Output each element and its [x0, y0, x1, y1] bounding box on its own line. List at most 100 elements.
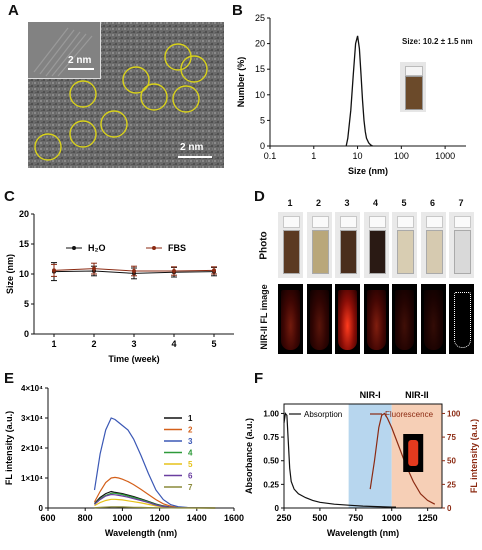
vial-liquid — [405, 76, 423, 110]
y-tick-label: 1.00 — [263, 409, 279, 418]
fl-image — [420, 284, 446, 354]
fl-glow — [395, 290, 414, 350]
particle-circle — [100, 110, 128, 138]
fl-image — [363, 284, 389, 354]
spectral-region — [348, 404, 392, 508]
vial-photo — [363, 212, 389, 278]
vial-cap — [425, 216, 443, 228]
particle-circle — [180, 55, 208, 83]
y-tick-label: 0 — [24, 329, 29, 339]
fl-spectra-chart: 600 800 1000 1200 1400 1600 0 1×10⁴ 2×10⁴ 3×10⁴ 4×… — [4, 384, 244, 538]
vial-cap — [340, 216, 357, 228]
y-tick-label: 3×10⁴ — [21, 414, 43, 423]
panel-label-c: C — [4, 188, 15, 205]
x-tick-label: 10 — [353, 151, 363, 161]
x-tick-label: 5 — [211, 339, 216, 349]
data-point — [172, 269, 176, 273]
vial-liquid — [425, 230, 443, 274]
x-axis-label: Time (week) — [108, 354, 159, 364]
vial-cap — [397, 216, 414, 228]
particle-circle — [140, 83, 168, 111]
row-label-fl: NIR-II FL image — [259, 284, 269, 350]
legend-label: 1 — [188, 414, 193, 423]
y2-tick-label: 25 — [447, 480, 456, 489]
fl-glow — [423, 290, 443, 350]
x-tick-label: 1000 — [382, 513, 402, 523]
legend-label: Fluorescence — [385, 410, 434, 419]
lattice-fringes — [33, 27, 93, 77]
x-tick-label: 600 — [40, 513, 55, 523]
fl-glow — [338, 290, 357, 350]
panel-label-f: F — [254, 370, 264, 387]
vial-photo — [449, 212, 474, 278]
x-tick-label: 250 — [276, 513, 291, 523]
vial-liquid — [311, 230, 329, 274]
vial-photo — [392, 212, 417, 278]
y-tick-label: 5 — [260, 115, 265, 125]
vial-number: 6 — [429, 198, 435, 208]
y-tick-label: 20 — [19, 209, 29, 219]
fl-glow — [454, 292, 471, 348]
y-axis-label: Number (%) — [236, 57, 246, 108]
region-label: NIR-II — [405, 390, 429, 400]
x-tick-label: 750 — [348, 513, 363, 523]
vial-number: 3 — [344, 198, 350, 208]
x-tick-label: 100 — [394, 151, 409, 161]
legend-label: FBS — [168, 243, 186, 253]
panel-label-d: D — [254, 188, 265, 205]
panel-label-e: E — [4, 370, 15, 387]
vial-number: 4 — [372, 198, 378, 208]
x-tick-label: 3 — [131, 339, 136, 349]
x-tick-label: 1000 — [435, 151, 455, 161]
plot-frame — [283, 403, 443, 509]
vial-liquid — [454, 230, 471, 274]
particle-circle — [69, 80, 97, 108]
y-axis-label: FL intensity (a.u.) — [4, 411, 14, 485]
y-tick-label: 1×10⁴ — [21, 474, 43, 483]
y-tick-label: 10 — [19, 269, 29, 279]
vial-liquid — [397, 230, 414, 274]
y-tick-label: 4×10⁴ — [21, 384, 43, 393]
y-tick-label: 0.75 — [263, 433, 279, 442]
vial-photo-b — [400, 62, 426, 112]
vial-photo — [278, 212, 303, 278]
x-tick-label: 1000 — [112, 513, 132, 523]
data-point — [212, 268, 216, 273]
vial-photo — [335, 212, 360, 278]
x-tick-label: 2 — [91, 339, 96, 349]
tem-image: 2 nm 2 nm — [28, 22, 224, 168]
data-point — [52, 268, 56, 273]
vial-photo — [306, 212, 332, 278]
y-tick-label: 0.25 — [263, 480, 279, 489]
vial-number: 1 — [287, 198, 293, 208]
x-tick-label: 1600 — [224, 513, 244, 523]
particle-circle — [122, 66, 150, 94]
y-tick-label: 20 — [255, 39, 265, 49]
dls-size-chart: 0.1 1 10 100 1000 0 5 10 15 20 25 Size (nm) Number (… — [236, 13, 466, 176]
y2-tick-label: 0 — [447, 504, 452, 513]
data-point — [132, 269, 136, 273]
fl-image — [278, 284, 303, 354]
legend-label: 4 — [188, 449, 193, 458]
tem-inset: 2 nm — [28, 22, 101, 79]
fluorescence-line — [369, 412, 436, 505]
fl-image — [392, 284, 417, 354]
y-tick-label: 0 — [275, 504, 280, 513]
vial-cap — [368, 216, 386, 228]
fl-glow — [366, 290, 386, 350]
y-tick-label: 0 — [260, 141, 265, 151]
legend-label: H₂O — [88, 243, 106, 253]
x-tick-label: 0.1 — [264, 151, 277, 161]
y-tick-label: 25 — [255, 13, 265, 23]
vial-liquid — [283, 230, 300, 274]
particle-circle — [69, 120, 97, 148]
y-tick-label: 5 — [24, 299, 29, 309]
y-tick-label: 15 — [19, 239, 29, 249]
vial-cap — [454, 216, 471, 228]
data-point — [92, 266, 96, 271]
legend-label: Absorption — [304, 410, 342, 419]
x-tick-label: 1250 — [418, 513, 438, 523]
x-tick-label: 1200 — [150, 513, 170, 523]
photo-row — [278, 212, 478, 278]
